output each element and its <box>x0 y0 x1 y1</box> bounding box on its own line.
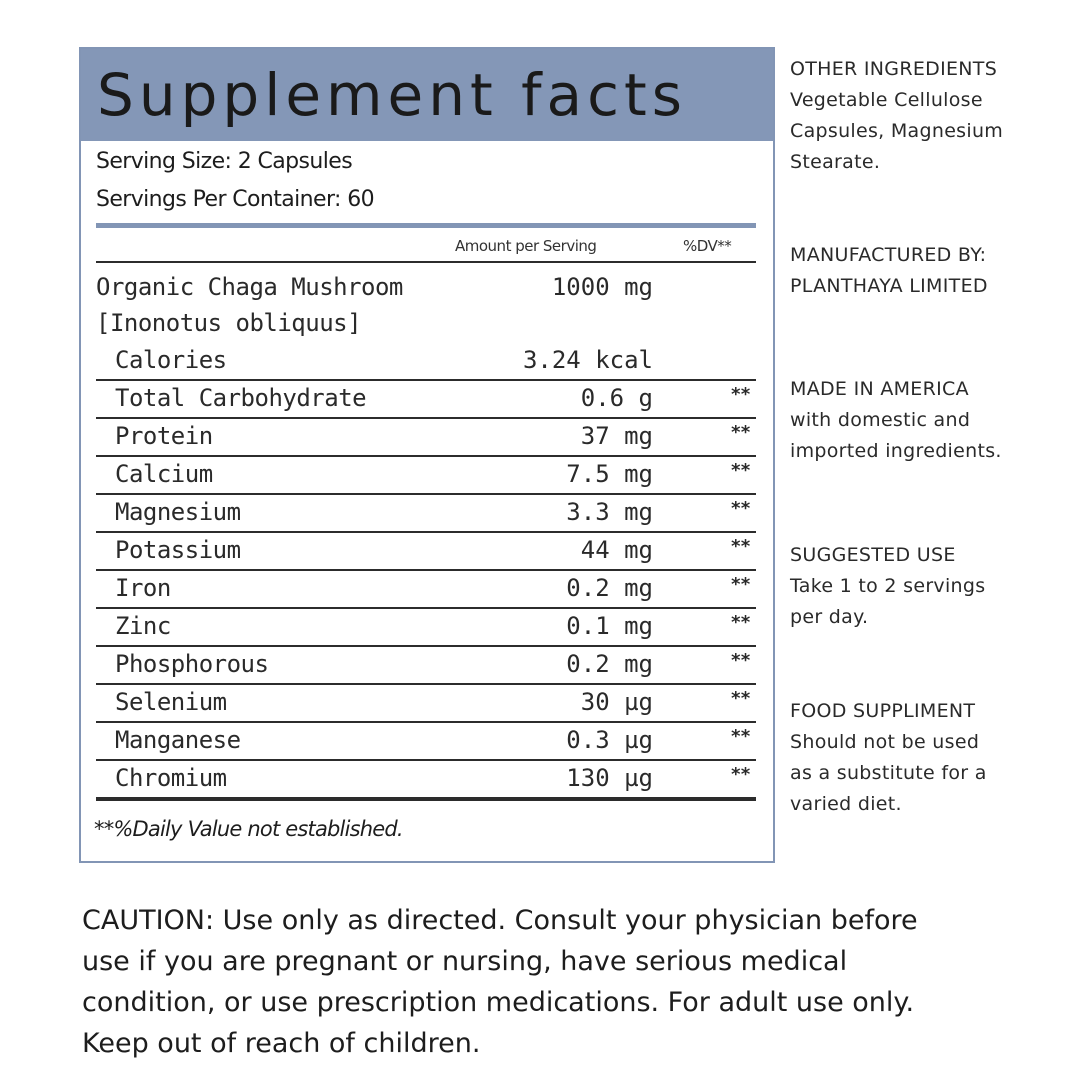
table-row: Calcium 7.5 mg ** <box>96 457 756 495</box>
food-supplement-line: varied diet. <box>790 793 902 815</box>
nutrient-amount: 44 mg <box>580 536 653 564</box>
nutrient-name: Iron <box>115 574 171 602</box>
nutrient-name: Calcium <box>115 460 213 488</box>
suggested-use-block: SUGGESTED USE Take 1 to 2 servings per d… <box>790 540 1060 633</box>
other-ingredients-line: Capsules, Magnesium <box>790 120 1004 142</box>
food-supplement-line: Should not be used <box>790 731 980 753</box>
suggested-use-line: per day. <box>790 606 869 628</box>
nutrient-dv: ** <box>730 688 751 709</box>
manufacturer-heading: MANUFACTURED BY: <box>790 244 987 266</box>
other-ingredients-block: OTHER INGREDIENTS Vegetable Cellulose Ca… <box>790 54 1060 178</box>
nutrient-amount: 3.24 kcal <box>522 346 653 374</box>
other-ingredients-line: Stearate. <box>790 151 881 173</box>
nutrient-name: Calories <box>115 346 227 374</box>
nutrient-name: Chromium <box>115 764 227 792</box>
table-row: Iron 0.2 mg ** <box>96 571 756 609</box>
table-row: Calories 3.24 kcal <box>96 343 756 381</box>
caution-line: CAUTION: Use only as directed. Consult y… <box>82 905 918 936</box>
nutrient-amount: 3.3 mg <box>566 498 653 526</box>
nutrient-name: Manganese <box>115 726 241 754</box>
nutrient-dv: ** <box>730 422 751 443</box>
manufacturer-name: PLANTHAYA LIMITED <box>790 275 988 297</box>
main-ingredient-name: Organic Chaga Mushroom <box>96 273 403 301</box>
made-in-line: imported ingredients. <box>790 440 1002 462</box>
column-header-amount: Amount per Serving <box>455 237 597 255</box>
nutrient-amount: 0.2 mg <box>566 650 653 678</box>
nutrient-amount: 130 µg <box>566 764 653 792</box>
nutrient-dv: ** <box>730 460 751 481</box>
other-ingredients-line: Vegetable Cellulose <box>790 89 983 111</box>
serving-size: Serving Size: 2 Capsules <box>96 149 353 174</box>
table-row: Phosphorous 0.2 mg ** <box>96 647 756 685</box>
suggested-use-line: Take 1 to 2 servings <box>790 575 986 597</box>
nutrient-name: Zinc <box>115 612 171 640</box>
table-row: Selenium 30 µg ** <box>96 685 756 723</box>
dv-footnote: **%Daily Value not established. <box>94 817 404 841</box>
panel-header: Supplement facts <box>81 49 773 141</box>
main-ingredient: Organic Chaga Mushroom [Inonotus obliquu… <box>96 269 403 341</box>
made-in-heading: MADE IN AMERICA <box>790 378 969 400</box>
nutrient-dv: ** <box>730 536 751 557</box>
caution-text: CAUTION: Use only as directed. Consult y… <box>82 900 1042 1064</box>
table-row: Magnesium 3.3 mg ** <box>96 495 756 533</box>
nutrient-dv: ** <box>730 764 751 785</box>
nutrient-dv: ** <box>730 384 751 405</box>
table-row: Protein 37 mg ** <box>96 419 756 457</box>
caution-line: use if you are pregnant or nursing, have… <box>82 946 848 977</box>
nutrient-name: Protein <box>115 422 213 450</box>
food-supplement-block: FOOD SUPPLIMENT Should not be used as a … <box>790 696 1060 820</box>
table-row: Potassium 44 mg ** <box>96 533 756 571</box>
table-row: Manganese 0.3 µg ** <box>96 723 756 761</box>
main-ingredient-latin: [Inonotus obliquus] <box>96 309 362 337</box>
nutrient-dv: ** <box>730 574 751 595</box>
main-ingredient-amount: 1000 mg <box>551 273 653 301</box>
manufacturer-block: MANUFACTURED BY: PLANTHAYA LIMITED <box>790 240 1060 302</box>
nutrient-dv: ** <box>730 650 751 671</box>
nutrient-amount: 7.5 mg <box>566 460 653 488</box>
panel-title: Supplement facts <box>97 61 687 129</box>
suggested-use-heading: SUGGESTED USE <box>790 544 956 566</box>
nutrient-amount: 0.2 mg <box>566 574 653 602</box>
nutrient-amount: 0.3 µg <box>566 726 653 754</box>
nutrient-dv: ** <box>730 726 751 747</box>
nutrient-name: Magnesium <box>115 498 241 526</box>
nutrient-amount: 0.6 g <box>580 384 653 412</box>
table-row: Zinc 0.1 mg ** <box>96 609 756 647</box>
supplement-facts-panel: Supplement facts Serving Size: 2 Capsule… <box>79 47 775 863</box>
nutrient-name: Potassium <box>115 536 241 564</box>
nutrient-dv: ** <box>730 612 751 633</box>
nutrient-dv: ** <box>730 498 751 519</box>
made-in-block: MADE IN AMERICA with domestic and import… <box>790 374 1060 467</box>
food-supplement-heading: FOOD SUPPLIMENT <box>790 700 976 722</box>
other-ingredients-heading: OTHER INGREDIENTS <box>790 58 998 80</box>
header-divider <box>96 261 756 263</box>
servings-per-container: Servings Per Container: 60 <box>96 187 375 212</box>
caution-line: condition, or use prescription medicatio… <box>82 987 915 1018</box>
nutrient-name: Total Carbohydrate <box>115 384 367 412</box>
table-row: Chromium 130 µg ** <box>96 761 756 801</box>
nutrient-amount: 0.1 mg <box>566 612 653 640</box>
nutrient-amount: 30 µg <box>580 688 653 716</box>
made-in-line: with domestic and <box>790 409 971 431</box>
table-row: Total Carbohydrate 0.6 g ** <box>96 381 756 419</box>
column-header-dv: %DV** <box>683 237 732 255</box>
nutrient-name: Phosphorous <box>115 650 269 678</box>
food-supplement-line: as a substitute for a <box>790 762 987 784</box>
thick-divider <box>96 223 756 228</box>
nutrient-amount: 37 mg <box>580 422 653 450</box>
nutrient-table: Calories 3.24 kcal Total Carbohydrate 0.… <box>96 343 756 801</box>
caution-line: Keep out of reach of children. <box>82 1028 481 1059</box>
nutrient-name: Selenium <box>115 688 227 716</box>
